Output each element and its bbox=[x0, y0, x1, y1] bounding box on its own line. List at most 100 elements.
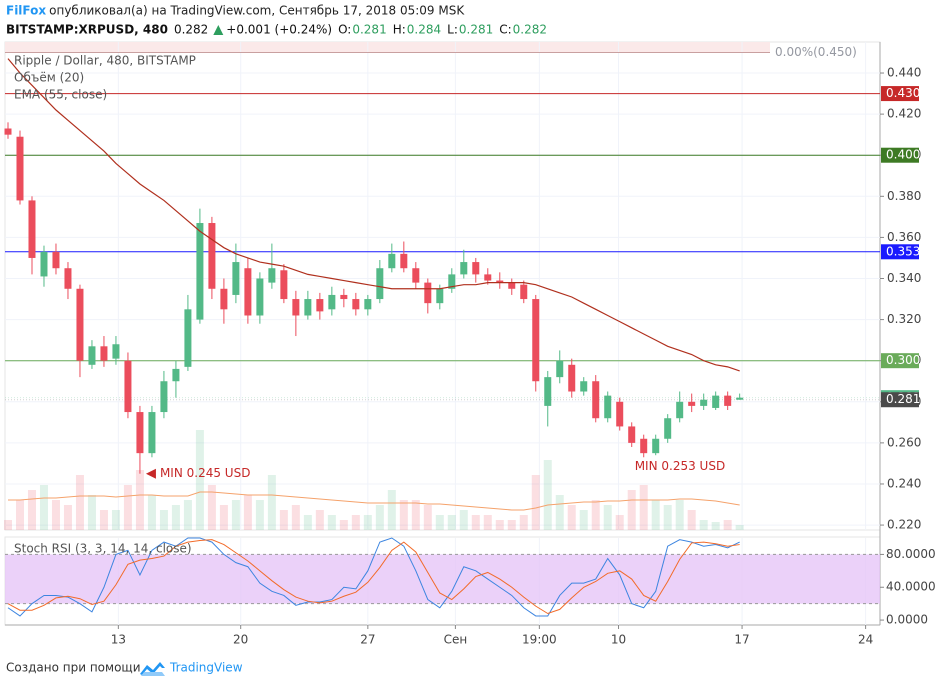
volume-bar bbox=[27, 490, 36, 530]
volume-bar bbox=[567, 505, 576, 530]
candle-body bbox=[652, 438, 660, 454]
volume-bar bbox=[375, 505, 384, 530]
candle-body bbox=[484, 274, 492, 281]
volume-bar bbox=[579, 510, 588, 530]
volume-bar bbox=[3, 520, 12, 530]
volume-bar bbox=[459, 510, 468, 530]
volume-bar bbox=[39, 485, 48, 530]
candle-body bbox=[112, 344, 120, 359]
volume-bar bbox=[423, 505, 432, 530]
candle-body bbox=[628, 426, 636, 443]
volume-bar bbox=[471, 515, 480, 530]
volume-bar bbox=[51, 500, 60, 530]
volume-bar bbox=[639, 485, 648, 530]
candle-body bbox=[28, 200, 36, 258]
y-tick-label: 0.420 bbox=[887, 107, 921, 121]
chart-title: Ripple / Dollar, 480, BITSTAMP bbox=[14, 54, 196, 68]
candle-body bbox=[244, 268, 252, 316]
level-tag bbox=[881, 86, 919, 102]
candle-body bbox=[496, 280, 504, 283]
volume-bar bbox=[303, 515, 312, 530]
candle-body bbox=[100, 346, 108, 361]
volume-bar bbox=[75, 475, 84, 530]
candle-body bbox=[268, 268, 276, 283]
candle-body bbox=[688, 401, 696, 406]
x-tick-label: 27 bbox=[360, 633, 375, 647]
candle-body bbox=[328, 294, 336, 310]
volume-bar bbox=[255, 500, 264, 530]
candle-body bbox=[172, 368, 180, 382]
candle-body bbox=[412, 268, 420, 283]
volume-bar bbox=[267, 475, 276, 530]
y-tick-label: 0.360 bbox=[887, 230, 921, 244]
legend-entry: Объём (20) bbox=[14, 71, 84, 85]
ohlc-value: 0.281 bbox=[459, 23, 493, 37]
candle-body bbox=[532, 299, 540, 382]
candle-body bbox=[64, 268, 72, 289]
candle-body bbox=[580, 381, 588, 392]
stoch-line bbox=[7, 539, 740, 615]
volume-bar bbox=[495, 520, 504, 530]
symbol: BITSTAMP:XRPUSD, 480 bbox=[6, 23, 168, 37]
footer-brand[interactable]: TradingView bbox=[169, 661, 243, 675]
candle-body bbox=[136, 412, 144, 454]
volume-bar bbox=[63, 505, 72, 530]
volume-bar bbox=[447, 515, 456, 530]
candle-body bbox=[556, 360, 564, 378]
volume-bar bbox=[15, 500, 24, 530]
volume-bar bbox=[123, 485, 132, 530]
candle-body bbox=[292, 299, 300, 316]
x-tick-label: 20 bbox=[233, 633, 248, 647]
volume-bar bbox=[339, 520, 348, 530]
candle-body bbox=[352, 299, 360, 310]
volume-bar bbox=[387, 490, 396, 530]
level-tag bbox=[881, 244, 919, 260]
candle-body bbox=[340, 294, 348, 300]
candle-body bbox=[148, 412, 156, 454]
volume-bar bbox=[87, 495, 96, 530]
volume-bar bbox=[651, 500, 660, 530]
candle-body bbox=[700, 399, 708, 406]
y-tick-label: 40.0000 bbox=[886, 580, 936, 594]
volume-bar bbox=[519, 515, 528, 530]
logo-mark bbox=[140, 662, 165, 675]
volume-bar bbox=[627, 490, 636, 530]
candle-body bbox=[724, 395, 732, 406]
candle-body bbox=[712, 395, 720, 408]
volume-bar bbox=[351, 515, 360, 530]
pane-title: Stoch RSI (3, 3, 14, 14, close) bbox=[14, 542, 192, 556]
y-tick-label: 0.260 bbox=[887, 435, 921, 449]
volume-bar bbox=[603, 505, 612, 530]
candle-body bbox=[208, 223, 216, 289]
ohlc-key: O: bbox=[338, 23, 351, 37]
candle-body bbox=[508, 282, 516, 289]
volume-bar bbox=[315, 510, 324, 530]
candle-body bbox=[52, 251, 60, 269]
level-label: 0.353 bbox=[886, 244, 920, 258]
candle-body bbox=[592, 381, 600, 419]
candle-body bbox=[160, 381, 168, 413]
candle-body bbox=[472, 262, 480, 275]
volume-bar bbox=[183, 500, 192, 530]
volume-bar bbox=[507, 520, 516, 530]
volume-bar bbox=[291, 505, 300, 530]
candle-body bbox=[448, 274, 456, 289]
ohlc-key: H: bbox=[393, 23, 406, 37]
level-tag bbox=[881, 147, 919, 163]
candle-body bbox=[220, 288, 228, 310]
y-tick-label: 0.380 bbox=[887, 189, 921, 203]
change-arrow bbox=[213, 25, 224, 35]
candle-body bbox=[436, 288, 444, 304]
candle-body bbox=[568, 364, 576, 392]
change: +0.001 (+0.24%) bbox=[226, 23, 332, 37]
candle-body bbox=[388, 253, 396, 269]
ohlc-value: 0.284 bbox=[407, 23, 441, 37]
candle-body bbox=[196, 223, 204, 320]
volume-bar bbox=[135, 470, 144, 530]
ohlc-key: L: bbox=[447, 23, 458, 37]
annotation: MIN 0.245 USD bbox=[160, 466, 251, 480]
volume-bar bbox=[159, 510, 168, 530]
y-tick-label: 0.340 bbox=[887, 271, 921, 285]
x-tick-label: 24 bbox=[858, 633, 873, 647]
